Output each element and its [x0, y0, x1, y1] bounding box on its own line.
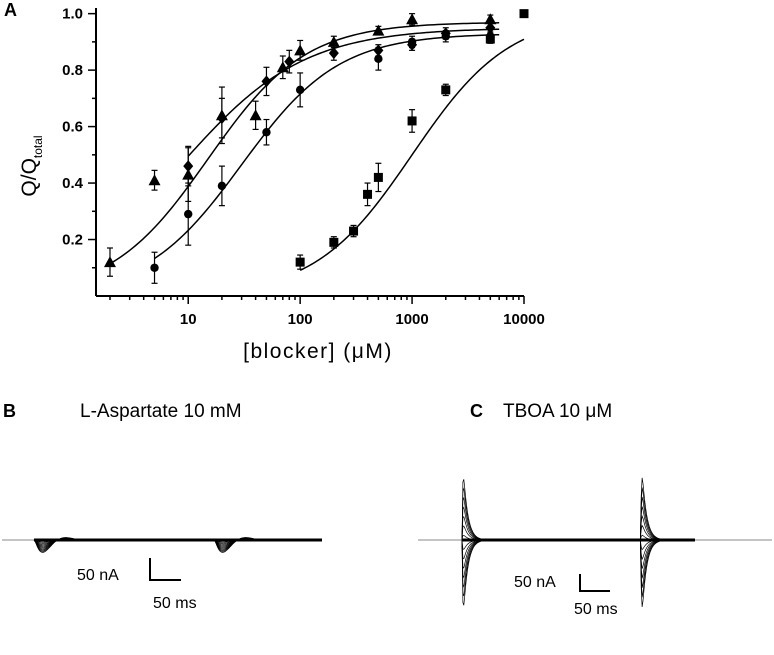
y-axis-title-subscript: total: [31, 135, 45, 158]
panel-b-scale-bar: 50 nA 50 ms: [77, 558, 197, 612]
panel-c-scale-bar-lines: [579, 574, 610, 592]
panel-a-data-points: [103, 9, 529, 284]
data-point-diamond: [216, 97, 227, 139]
data-point-circle: [374, 46, 383, 71]
current-trace: [461, 539, 695, 579]
current-trace: [461, 539, 695, 569]
panel-b-title: L-Aspartate 10 mM: [80, 401, 242, 422]
data-point-circle: [441, 29, 450, 43]
data-point-diamond: [284, 49, 295, 74]
data-point-square: [295, 254, 305, 270]
current-trace: [33, 537, 322, 553]
x-axis-title: [blocker] (μM): [243, 340, 393, 363]
data-point-square: [373, 162, 383, 193]
panel-b-scale-bar-lines: [149, 558, 181, 581]
current-trace: [461, 487, 695, 541]
data-point-triangle: [372, 24, 385, 36]
data-point-square: [349, 224, 359, 238]
y-tick-labels: 0.2 0.4 0.6 0.8 1.0: [62, 6, 84, 249]
x-tick-label: 10: [180, 311, 197, 328]
x-tick-label: 10000: [503, 311, 545, 328]
data-point-triangle: [103, 247, 116, 277]
panel-a-letter: A: [4, 0, 17, 20]
panel-c-letter: C: [470, 401, 483, 421]
data-point-diamond: [261, 66, 272, 97]
data-point-triangle: [406, 13, 419, 26]
y-tick-label: 0.4: [62, 175, 84, 192]
panel-c-traces: [418, 477, 772, 607]
current-trace: [461, 506, 695, 541]
data-point-square: [441, 83, 451, 97]
fit-curve-circle: [154, 33, 500, 260]
data-point-circle: [407, 35, 417, 49]
panel-b-scale-current: 50 nA: [77, 567, 119, 584]
y-axis-title-main: Q/Q: [18, 158, 41, 197]
data-point-triangle: [294, 39, 307, 61]
data-point-triangle: [148, 169, 161, 191]
panel-a-axes: [88, 8, 525, 304]
data-point-triangle: [249, 100, 262, 131]
current-trace: [461, 524, 695, 541]
data-point-square: [329, 236, 339, 249]
current-trace: [461, 539, 695, 588]
y-axis-title: Q/Qtotal: [18, 135, 45, 196]
current-trace: [461, 477, 695, 541]
panel-a-fit-curves: [109, 22, 525, 272]
data-point-diamond: [183, 145, 194, 187]
panel-b-letter: B: [3, 401, 16, 421]
panel-c-scale-time: 50 ms: [574, 601, 618, 618]
panel-a-chart: 10 100 1000 10000 0.2 0.4 0.6 0.8 1.0 [blocker]…: [18, 6, 545, 363]
y-tick-label: 0.8: [62, 62, 83, 79]
current-trace: [461, 496, 695, 541]
data-point-circle: [184, 182, 193, 246]
x-tick-label: 1000: [395, 311, 428, 328]
y-tick-label: 0.2: [62, 232, 83, 249]
data-point-circle: [295, 72, 305, 108]
panel-b-traces: [2, 537, 322, 553]
y-tick-label: 0.6: [62, 119, 83, 136]
panel-c-scale-bar: 50 nA 50 ms: [514, 574, 618, 618]
current-trace: [461, 539, 695, 561]
fit-curve-square: [299, 38, 525, 272]
data-point-circle: [217, 165, 227, 207]
current-trace: [461, 539, 695, 598]
data-point-circle: [150, 251, 159, 284]
panel-c-title: TBOA 10 μM: [503, 401, 612, 422]
x-tick-label: 100: [288, 311, 313, 328]
data-point-circle: [262, 118, 271, 146]
y-tick-label: 1.0: [62, 6, 83, 23]
data-point-square: [485, 34, 495, 44]
data-point-square: [407, 109, 417, 133]
x-tick-labels: 10 100 1000 10000: [180, 311, 545, 328]
current-trace: [461, 539, 695, 607]
fit-curve-diamond: [187, 28, 500, 157]
panel-c-scale-current: 50 nA: [514, 574, 556, 591]
data-point-triangle: [276, 55, 289, 80]
data-point-square: [519, 9, 529, 19]
current-trace: [461, 514, 695, 541]
panel-b-scale-time: 50 ms: [153, 595, 197, 612]
data-point-diamond: [328, 45, 339, 61]
data-point-square: [363, 182, 373, 207]
